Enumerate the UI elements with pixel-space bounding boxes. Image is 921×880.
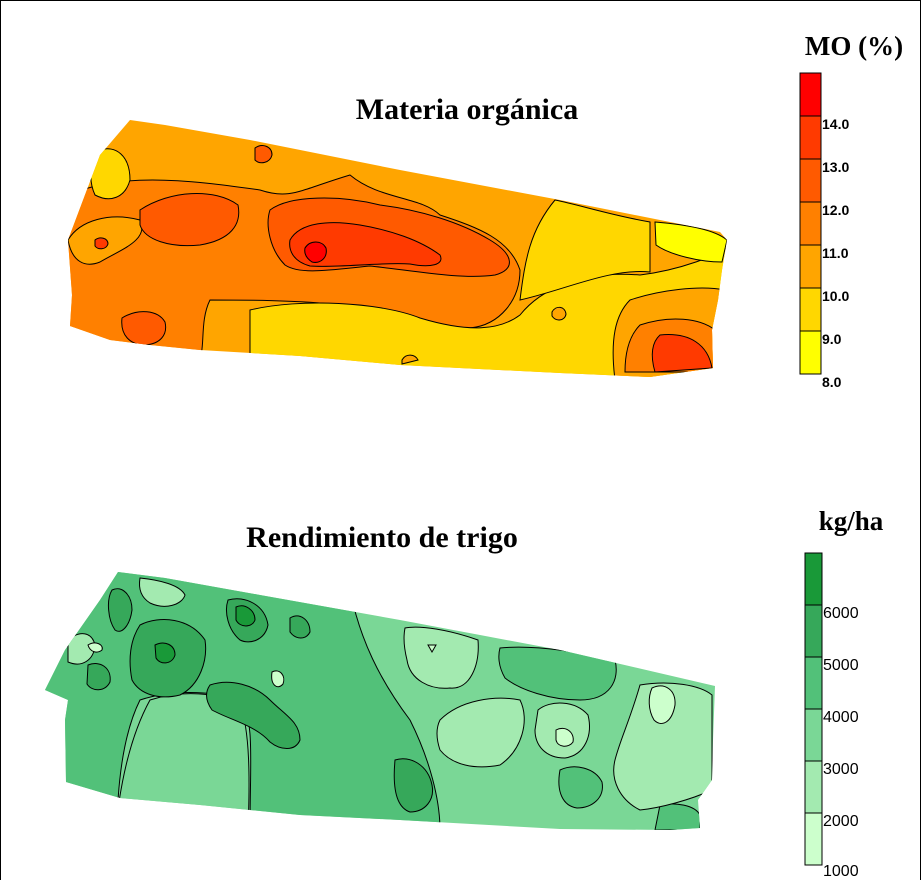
- mo-class-12-13-west: [139, 193, 240, 247]
- legend-swatch-14: [799, 72, 822, 117]
- legend-tick-label: 4000: [823, 709, 859, 726]
- legend-tick-label: 13.0: [822, 159, 849, 175]
- yield-class-2000-3000-2: [436, 697, 525, 768]
- yield-class-2000-3000-6: [139, 577, 186, 607]
- legend-swatch-6000: [804, 552, 823, 606]
- map-title-bottom: Rendimiento de trigo: [246, 521, 518, 554]
- mo-class-13-14-east: [651, 334, 713, 373]
- mo-class-9-10-south: [249, 243, 727, 377]
- legend-colorbar-top: [799, 72, 822, 375]
- legend-title-bottom: kg/ha: [819, 506, 884, 536]
- yield-class-2000-3000-1: [403, 626, 479, 689]
- legend-tick-label: 12.0: [822, 202, 849, 218]
- legend-swatch-9: [799, 287, 822, 332]
- legend-colorbar-bottom: [804, 552, 823, 866]
- legend-ticks-top: 14.0 13.0 12.0 11.0 10.0 9.0 8.0: [822, 116, 849, 390]
- legend-swatch-10: [799, 244, 822, 289]
- yield-class-1000-2000-5: [427, 644, 437, 654]
- legend-swatch-5000: [804, 604, 823, 658]
- legend-swatch-4000: [804, 656, 823, 710]
- mo-class-10-11-south-spot: [401, 354, 419, 365]
- yield-class-5000-6000-6: [86, 663, 111, 691]
- mo-class-9-10-east: [519, 199, 651, 301]
- legend-swatch-2000: [804, 760, 823, 814]
- yield-class-5000-6000-4: [206, 681, 301, 749]
- legend-swatch-13: [799, 115, 822, 160]
- legend-title-top: MO (%): [805, 31, 903, 61]
- yield-class-1000-2000-3: [87, 642, 103, 653]
- yield-class-4000-5000-ring: [558, 766, 603, 809]
- wheat-yield-map: [45, 572, 715, 830]
- legend-swatch-12: [799, 158, 822, 203]
- yield-class-5000-6000-1: [107, 588, 133, 632]
- legend-ticks-bottom: 6000 5000 4000 3000 2000 1000: [823, 605, 859, 880]
- legend-tick-label: 2000: [823, 813, 859, 830]
- mo-class-14-center: [304, 241, 327, 263]
- yield-class-1000-2000-2: [555, 727, 574, 747]
- map-title-top: Materia orgánica: [356, 93, 578, 126]
- legend-tick-label: 1000: [823, 863, 859, 880]
- mo-class-12-13-southwest: [121, 311, 167, 346]
- legend-tick-label: 11.0: [822, 245, 849, 261]
- yield-class-6000-2: [235, 605, 256, 627]
- yield-class-2000-3000-4: [613, 682, 713, 811]
- legend-swatch-8: [799, 330, 822, 375]
- yield-class-6000-1: [154, 642, 176, 664]
- legend-tick-label: 8.0: [822, 374, 842, 390]
- legend-tick-label: 14.0: [822, 116, 849, 132]
- mo-class-13-14-center: [289, 222, 442, 267]
- legend-tick-label: 3000: [823, 761, 859, 778]
- legend-swatch-11: [799, 201, 822, 246]
- yield-class-5000-6000-5: [393, 758, 434, 813]
- legend-tick-label: 10.0: [822, 288, 849, 304]
- mo-class-13-14-west: [94, 237, 109, 250]
- mo-class-12-13-north: [254, 145, 273, 164]
- organic-matter-map: [68, 120, 727, 377]
- mo-class-8-9: [654, 221, 727, 263]
- legend-tick-label: 5000: [823, 657, 859, 674]
- yield-class-1000-2000-1: [648, 685, 676, 724]
- yield-class-5000-6000-7: [289, 615, 311, 639]
- legend-tick-label: 6000: [823, 605, 859, 622]
- yield-class-1000-2000-4: [271, 670, 285, 688]
- legend-swatch-3000: [804, 708, 823, 762]
- legend-swatch-1000: [804, 812, 823, 866]
- legend-tick-label: 9.0: [822, 331, 842, 347]
- mo-class-10-11-spot: [551, 306, 567, 321]
